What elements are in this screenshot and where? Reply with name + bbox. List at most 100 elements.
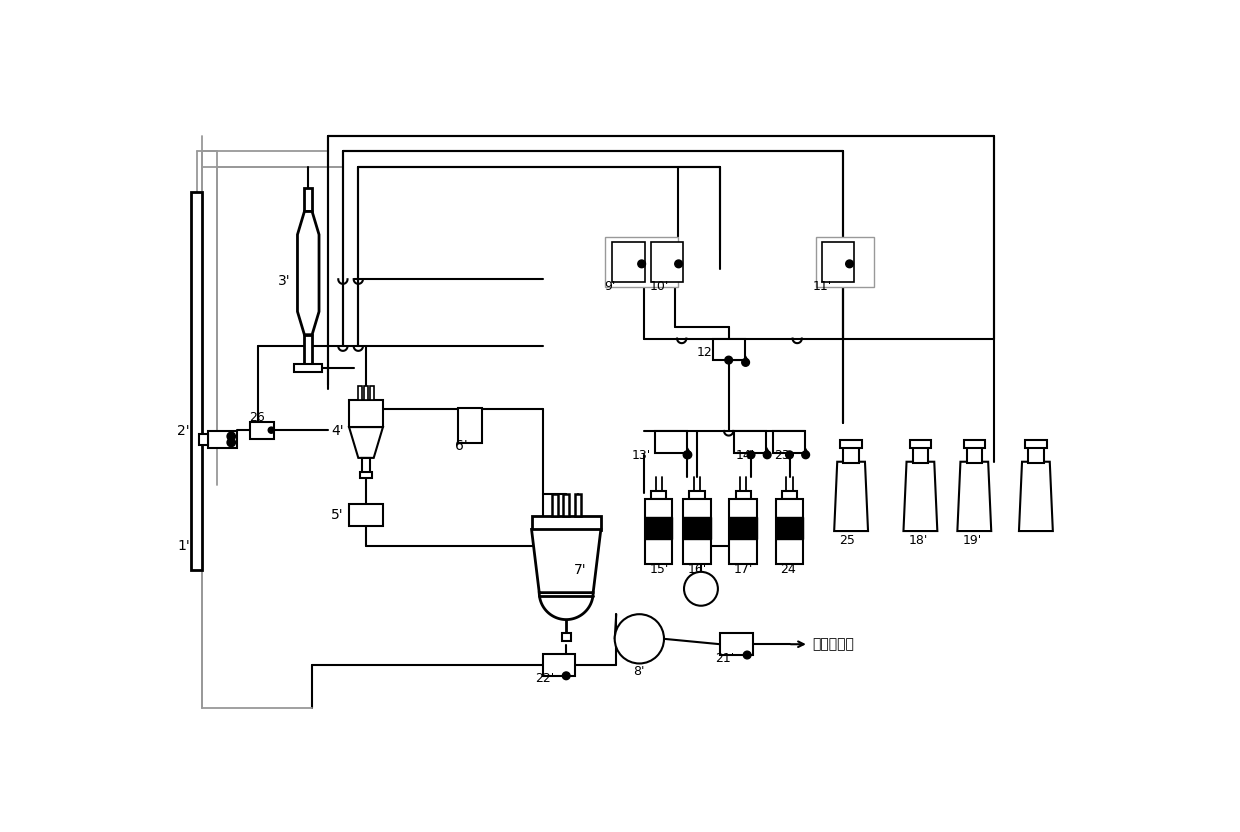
Text: 26: 26: [249, 411, 264, 424]
Polygon shape: [532, 529, 601, 592]
Circle shape: [684, 572, 718, 606]
Circle shape: [268, 427, 274, 433]
Bar: [613, 242, 645, 282]
Text: 8': 8': [634, 665, 645, 678]
Text: 19': 19': [962, 534, 982, 547]
Bar: [735, 491, 751, 498]
Bar: [459, 408, 481, 443]
Text: 22': 22': [536, 672, 554, 686]
Text: 废液排放口: 废液排放口: [812, 637, 854, 651]
Circle shape: [764, 451, 771, 458]
Bar: [822, 242, 854, 282]
Text: 6': 6': [455, 439, 467, 453]
Bar: [208, 431, 237, 448]
Bar: [370, 386, 374, 400]
Bar: [776, 498, 804, 564]
Text: 24: 24: [780, 563, 796, 576]
Text: 20': 20': [692, 596, 711, 608]
Bar: [729, 498, 758, 564]
Polygon shape: [904, 462, 937, 531]
Text: 25: 25: [839, 534, 856, 547]
Bar: [362, 458, 370, 473]
Bar: [574, 494, 580, 516]
Bar: [689, 491, 704, 498]
Text: 2': 2': [177, 424, 190, 438]
Text: 4': 4': [331, 424, 343, 438]
Text: 7': 7': [574, 562, 587, 577]
Bar: [720, 633, 753, 655]
Bar: [841, 440, 862, 448]
Bar: [543, 654, 575, 676]
Bar: [563, 494, 569, 516]
Bar: [532, 516, 601, 529]
Bar: [773, 431, 805, 453]
Circle shape: [637, 260, 646, 268]
Bar: [683, 498, 711, 564]
Circle shape: [846, 260, 853, 268]
Bar: [191, 192, 202, 570]
Circle shape: [742, 359, 749, 366]
Bar: [843, 446, 859, 463]
Bar: [250, 422, 274, 438]
Bar: [294, 364, 322, 372]
Circle shape: [683, 451, 691, 458]
Text: 5': 5': [331, 508, 343, 522]
Bar: [651, 242, 683, 282]
Text: 16': 16': [688, 563, 707, 576]
Bar: [304, 188, 312, 211]
Bar: [729, 518, 758, 539]
Circle shape: [615, 614, 663, 663]
Text: 13': 13': [631, 449, 651, 462]
Bar: [734, 431, 766, 453]
Bar: [967, 446, 982, 463]
Bar: [360, 472, 372, 478]
Bar: [645, 518, 672, 539]
Bar: [357, 386, 362, 400]
Polygon shape: [957, 462, 991, 531]
Text: 11': 11': [812, 280, 832, 293]
Text: 17': 17': [734, 563, 754, 576]
Bar: [562, 633, 570, 641]
Text: 9': 9': [605, 280, 616, 293]
Circle shape: [684, 451, 692, 458]
Text: ⊙: ⊙: [696, 584, 704, 594]
Text: 1': 1': [177, 539, 190, 553]
Bar: [350, 504, 383, 526]
Polygon shape: [350, 427, 383, 458]
Bar: [913, 446, 928, 463]
Bar: [363, 386, 368, 400]
Circle shape: [743, 651, 751, 659]
Bar: [910, 440, 931, 448]
Polygon shape: [1019, 462, 1053, 531]
Bar: [683, 518, 711, 539]
Bar: [776, 518, 804, 539]
Circle shape: [748, 451, 755, 458]
Circle shape: [227, 438, 236, 446]
Polygon shape: [298, 211, 319, 334]
Bar: [713, 339, 745, 360]
Text: 15': 15': [650, 563, 668, 576]
Text: 10': 10': [650, 280, 668, 293]
Circle shape: [227, 433, 236, 440]
Bar: [350, 400, 383, 427]
Bar: [816, 237, 874, 287]
Polygon shape: [539, 592, 593, 620]
Text: 18': 18': [909, 534, 929, 547]
Text: 3': 3': [278, 274, 290, 288]
Bar: [605, 237, 678, 287]
Polygon shape: [835, 462, 868, 531]
Text: 23: 23: [774, 449, 790, 462]
Text: 12': 12': [697, 346, 717, 359]
Bar: [552, 494, 558, 516]
Text: 21': 21': [714, 651, 734, 665]
Bar: [1028, 446, 1044, 463]
Bar: [781, 491, 797, 498]
Bar: [655, 431, 687, 453]
Bar: [651, 491, 666, 498]
Bar: [963, 440, 985, 448]
Circle shape: [786, 451, 794, 458]
Circle shape: [563, 672, 570, 680]
Text: 14': 14': [735, 449, 755, 462]
Bar: [304, 334, 312, 365]
Bar: [645, 498, 672, 564]
